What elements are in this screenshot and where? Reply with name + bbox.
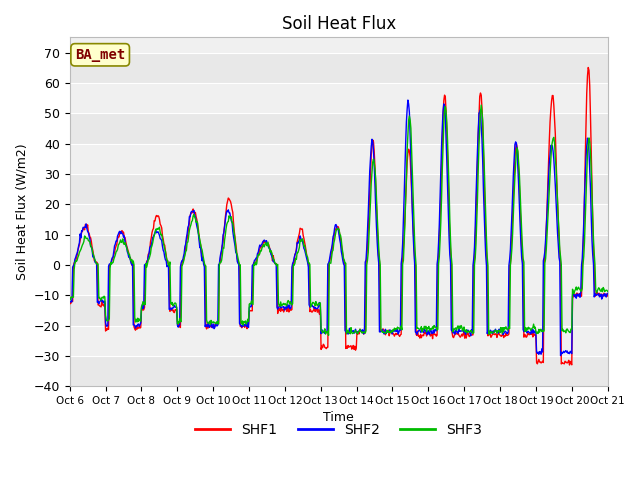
SHF1 xyxy=(76,242,83,248)
Bar xyxy=(70,144,608,174)
SHF1 xyxy=(420,333,428,338)
SHF1 xyxy=(214,319,221,325)
Line: SHF1: SHF1 xyxy=(70,68,608,365)
SHF3 xyxy=(477,102,485,108)
SHF2 xyxy=(186,214,193,219)
SHF2 xyxy=(404,97,412,103)
SHF1 xyxy=(404,150,412,156)
SHF2 xyxy=(404,101,412,107)
SHF2 xyxy=(76,240,83,246)
SHF3 xyxy=(324,333,332,338)
SHF1 xyxy=(604,293,612,299)
SHF3 xyxy=(76,250,83,255)
SHF1 xyxy=(66,299,74,304)
Bar xyxy=(70,52,608,83)
Bar xyxy=(70,204,608,235)
X-axis label: Time: Time xyxy=(323,411,354,424)
SHF3 xyxy=(186,228,193,233)
SHF3 xyxy=(604,288,612,294)
SHF3 xyxy=(214,321,221,326)
SHF2 xyxy=(131,323,139,328)
Line: SHF3: SHF3 xyxy=(70,105,608,336)
Y-axis label: Soil Heat Flux (W/m2): Soil Heat Flux (W/m2) xyxy=(15,144,28,280)
SHF2 xyxy=(420,326,428,332)
SHF2 xyxy=(214,322,221,328)
SHF3 xyxy=(131,314,139,320)
Bar xyxy=(70,295,608,325)
SHF3 xyxy=(404,118,412,123)
SHF3 xyxy=(66,295,74,301)
Bar xyxy=(70,174,608,204)
SHF1 xyxy=(566,362,573,368)
Text: BA_met: BA_met xyxy=(75,48,125,62)
Bar xyxy=(70,83,608,113)
Bar xyxy=(70,265,608,295)
Line: SHF2: SHF2 xyxy=(70,100,608,356)
Bar xyxy=(70,325,608,356)
Title: Soil Heat Flux: Soil Heat Flux xyxy=(282,15,396,33)
SHF3 xyxy=(420,324,428,329)
SHF1 xyxy=(131,326,139,332)
Bar xyxy=(70,235,608,265)
SHF2 xyxy=(604,290,612,296)
Bar xyxy=(70,113,608,144)
SHF2 xyxy=(66,299,74,305)
SHF1 xyxy=(584,65,592,71)
Legend: SHF1, SHF2, SHF3: SHF1, SHF2, SHF3 xyxy=(189,417,488,442)
SHF2 xyxy=(557,353,564,359)
Bar xyxy=(70,356,608,386)
SHF1 xyxy=(186,220,193,226)
